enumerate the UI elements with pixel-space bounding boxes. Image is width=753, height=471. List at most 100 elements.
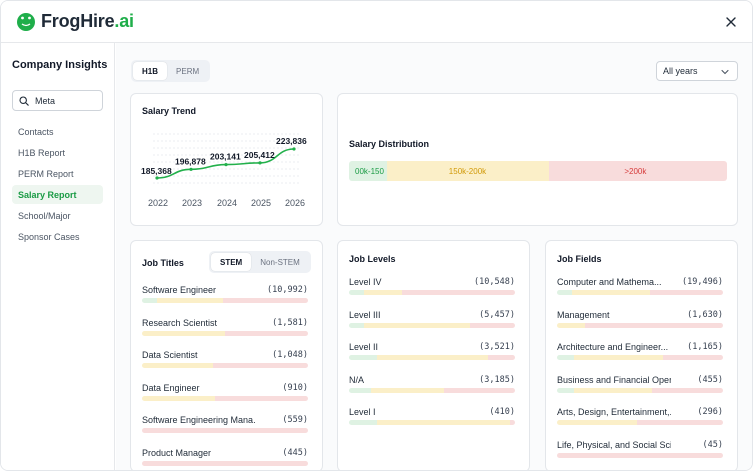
search-icon bbox=[19, 95, 29, 106]
bar-yellow-segment bbox=[573, 387, 652, 393]
salary-trend-card: Salary Trend 185,368 2022 196,878 2023 203,1… bbox=[130, 93, 323, 226]
bar-green-segment bbox=[142, 298, 157, 303]
salary-distribution-title: Salary Distribution bbox=[349, 139, 430, 149]
item-count: (1,630) bbox=[687, 309, 723, 320]
bar-red-segment bbox=[142, 460, 308, 466]
distribution-segment: >200k bbox=[549, 161, 727, 181]
item-label: Data Engineer bbox=[142, 382, 200, 393]
tab-non-stem[interactable]: Non-STEM bbox=[260, 257, 300, 267]
item-count: (19,496) bbox=[682, 277, 723, 287]
job-titles-card: Job Titles STEM Non-STEM Software Enginee… bbox=[130, 240, 323, 470]
item-salary-bar bbox=[349, 322, 515, 328]
job-titles-title: Job Titles bbox=[142, 258, 184, 268]
list-item[interactable]: Research Scientist (1,581) bbox=[142, 318, 308, 338]
data-point bbox=[189, 167, 193, 171]
list-item[interactable]: Data Scientist (1,048) bbox=[142, 350, 308, 370]
company-search-input[interactable]: Meta bbox=[12, 90, 103, 111]
bar-yellow-segment bbox=[557, 322, 586, 328]
bar-yellow-segment bbox=[156, 298, 224, 303]
app-name: FrogHire.ai bbox=[41, 10, 134, 31]
list-item[interactable]: Level III (5,457) bbox=[349, 310, 515, 330]
sidebar-item-school-major[interactable]: School/Major bbox=[18, 210, 71, 221]
bar-yellow-segment bbox=[363, 290, 403, 295]
main-content: H1B PERM All years Salary Trend 185,368 20… bbox=[116, 43, 752, 470]
bar-green-segment bbox=[557, 290, 572, 295]
sidebar-item-contacts[interactable]: Contacts bbox=[18, 126, 54, 137]
list-item[interactable]: Computer and Mathema... (19,496) bbox=[557, 277, 723, 297]
item-label: Data Scientist bbox=[142, 350, 198, 360]
x-tick-label: 2024 bbox=[217, 198, 237, 208]
sidebar-title: Company Insights bbox=[12, 59, 108, 71]
tab-stem[interactable]: STEM bbox=[211, 253, 252, 271]
item-count: (10,548) bbox=[474, 277, 515, 287]
list-item[interactable]: Business and Financial Oper... (455) bbox=[557, 375, 723, 395]
item-salary-bar bbox=[557, 290, 723, 295]
list-item[interactable]: Software Engineering Mana... (559) bbox=[142, 415, 308, 435]
item-label: Level II bbox=[349, 342, 379, 352]
list-item[interactable]: Architecture and Engineer... (1,165) bbox=[557, 342, 723, 362]
list-item[interactable]: Data Engineer (910) bbox=[142, 383, 308, 403]
item-label: Level I bbox=[349, 407, 376, 417]
item-salary-bar bbox=[142, 298, 308, 303]
sidebar-item-salary-report[interactable]: Salary Report bbox=[12, 185, 103, 204]
bar-red-segment bbox=[585, 322, 723, 328]
sidebar-item-perm-report[interactable]: PERM Report bbox=[18, 168, 74, 179]
bar-green-segment bbox=[557, 387, 574, 393]
bar-yellow-segment bbox=[142, 330, 225, 336]
data-label: 196,878 bbox=[175, 156, 206, 166]
item-count: (410) bbox=[489, 407, 515, 417]
list-item[interactable]: Level I (410) bbox=[349, 407, 515, 427]
bar-red-segment bbox=[663, 355, 723, 360]
list-item[interactable]: Management (1,630) bbox=[557, 310, 723, 330]
item-salary-bar bbox=[557, 355, 723, 360]
item-salary-bar bbox=[142, 363, 308, 368]
list-item[interactable]: Level IV (10,548) bbox=[349, 277, 515, 297]
distribution-segment: 00k-150 bbox=[349, 161, 387, 181]
bar-red-segment bbox=[402, 290, 515, 295]
item-salary-bar bbox=[557, 322, 723, 328]
salary-distribution-card: Salary Distribution 00k-150 150k-200k >200… bbox=[337, 93, 738, 226]
list-item[interactable]: Life, Physical, and Social Scie... (45) bbox=[557, 440, 723, 460]
list-item[interactable]: Arts, Design, Entertainment,... (296) bbox=[557, 407, 723, 427]
item-label: Software Engineer bbox=[142, 285, 217, 295]
bar-red-segment bbox=[142, 428, 308, 433]
tab-h1b[interactable]: H1B bbox=[133, 62, 168, 80]
year-select[interactable]: All years bbox=[656, 61, 738, 81]
data-label: 223,836 bbox=[276, 136, 307, 146]
item-label: Architecture and Engineer... bbox=[557, 342, 669, 352]
item-label: Software Engineering Mana... bbox=[142, 415, 256, 425]
job-levels-card: Job Levels Level IV (10,548) Level III (5,4… bbox=[337, 240, 530, 470]
sidebar-item-h1b-report[interactable]: H1B Report bbox=[18, 147, 66, 158]
item-count: (3,185) bbox=[479, 374, 515, 385]
bar-red-segment bbox=[215, 395, 308, 401]
bar-yellow-segment bbox=[377, 355, 489, 360]
bar-green-segment bbox=[349, 322, 364, 328]
bar-yellow-segment bbox=[142, 395, 216, 401]
sidebar-nav: Contacts H1B Report PERM Report Salary Repo… bbox=[12, 122, 103, 248]
item-label: Business and Financial Oper... bbox=[557, 374, 671, 385]
item-count: (3,521) bbox=[479, 342, 515, 352]
list-item[interactable]: Level II (3,521) bbox=[349, 342, 515, 362]
bar-red-segment bbox=[636, 420, 723, 425]
item-salary-bar bbox=[349, 387, 515, 393]
distribution-segment: 150k-200k bbox=[386, 161, 550, 181]
distribution-segment-label: >200k bbox=[624, 166, 647, 176]
app-logo: FrogHire.ai bbox=[15, 10, 134, 32]
item-salary-bar bbox=[349, 420, 515, 425]
search-value: Meta bbox=[35, 95, 56, 106]
bar-red-segment bbox=[225, 330, 308, 336]
list-item[interactable]: Software Engineer (10,992) bbox=[142, 285, 308, 305]
tab-perm[interactable]: PERM bbox=[176, 66, 200, 76]
sidebar-item-sponsor-cases[interactable]: Sponsor Cases bbox=[18, 231, 80, 242]
item-count: (10,992) bbox=[267, 285, 308, 295]
list-item[interactable]: Product Manager (445) bbox=[142, 448, 308, 468]
item-count: (910) bbox=[282, 382, 308, 393]
bar-red-segment bbox=[223, 298, 308, 303]
list-item[interactable]: N/A (3,185) bbox=[349, 375, 515, 395]
item-salary-bar bbox=[142, 460, 308, 466]
close-icon[interactable] bbox=[724, 15, 738, 29]
bar-red-segment bbox=[443, 387, 515, 393]
job-fields-card: Job Fields Computer and Mathema... (19,49… bbox=[545, 240, 738, 470]
bar-red-segment bbox=[649, 290, 723, 295]
bar-yellow-segment bbox=[557, 420, 637, 425]
